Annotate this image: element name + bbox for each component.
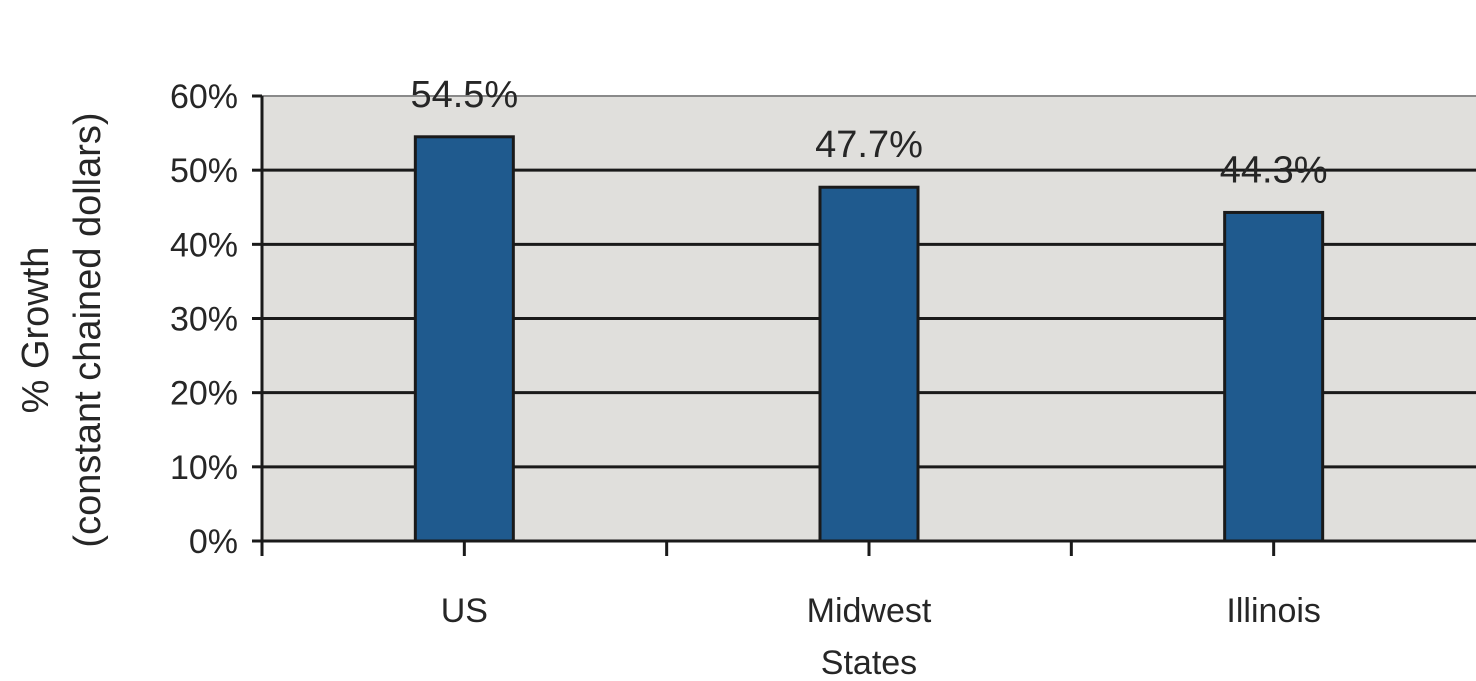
data-label: 44.3% [1220,149,1328,191]
y-tick-label: 40% [170,226,238,264]
y-tick-label: 0% [189,523,238,561]
bar-1 [818,185,920,543]
data-label: 54.5% [410,74,518,116]
x-category-label: US [441,592,488,630]
data-label: 47.7% [815,124,923,166]
y-tick-label: 50% [170,152,238,190]
axes [252,94,1476,556]
y-tick-label: 30% [170,301,238,339]
data-labels: 54.5% 47.7% 44.3% [410,74,1327,192]
y-tick-label: 20% [170,375,238,413]
y-tick-label: 10% [170,449,238,487]
y-tick-label: 60% [170,78,238,116]
x-category-labels: US Midwest States Illinois [441,592,1321,681]
y-axis-label: % Growth (constant chained dollars) [15,112,109,547]
y-tick-labels: 0% 10% 20% 30% 40% 50% 60% [170,78,238,561]
x-category-label: Illinois [1226,592,1320,630]
bar-2 [1223,210,1325,543]
bars [413,135,1325,543]
x-category-label: Midwest States [807,592,932,681]
bar-0 [413,135,515,543]
y-axis-title: % Growth (constant chained dollars) [15,112,109,547]
